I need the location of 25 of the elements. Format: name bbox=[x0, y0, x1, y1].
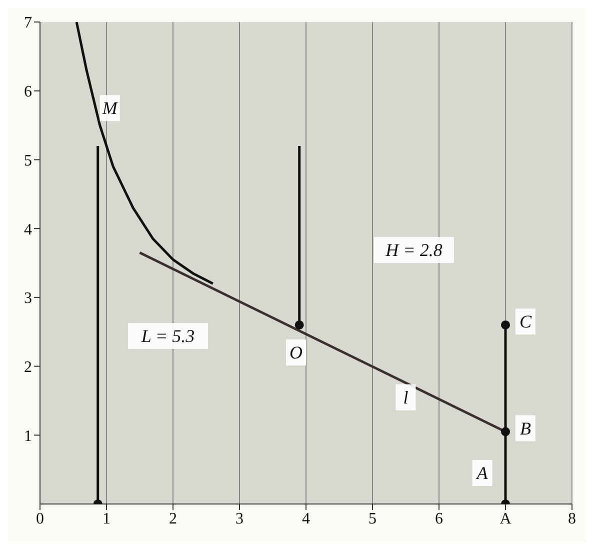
annotation: l bbox=[403, 387, 408, 408]
x-tick-label: A bbox=[500, 510, 512, 528]
x-tick-label: 8 bbox=[568, 510, 576, 528]
x-tick-label: 0 bbox=[36, 510, 44, 528]
x-tick-label: 1 bbox=[102, 510, 110, 528]
x-tick-label: 4 bbox=[302, 510, 310, 528]
x-tick-label: 6 bbox=[435, 510, 443, 528]
annotation: L = 5.3 bbox=[140, 326, 195, 346]
annotation: C bbox=[519, 312, 532, 332]
y-tick-label: 3 bbox=[24, 290, 32, 308]
line-series bbox=[75, 22, 214, 285]
y-tick-label: 7 bbox=[24, 14, 32, 32]
y-tick-label: 6 bbox=[24, 84, 32, 101]
x-tick-label: 3 bbox=[236, 510, 244, 528]
annotation: O bbox=[290, 342, 303, 363]
y-tick-label: 4 bbox=[24, 221, 32, 238]
y-tick-label: 5 bbox=[24, 152, 32, 170]
annotation: A bbox=[476, 463, 489, 484]
x-tick-label: 2 bbox=[169, 510, 177, 528]
x-tick-label: 5 bbox=[368, 510, 376, 528]
annotation: M bbox=[101, 98, 118, 118]
annotation: B bbox=[520, 418, 531, 438]
annotation: H = 2.8 bbox=[384, 240, 442, 260]
y-tick-label: 2 bbox=[24, 358, 32, 376]
y-tick-label: 1 bbox=[24, 428, 32, 445]
